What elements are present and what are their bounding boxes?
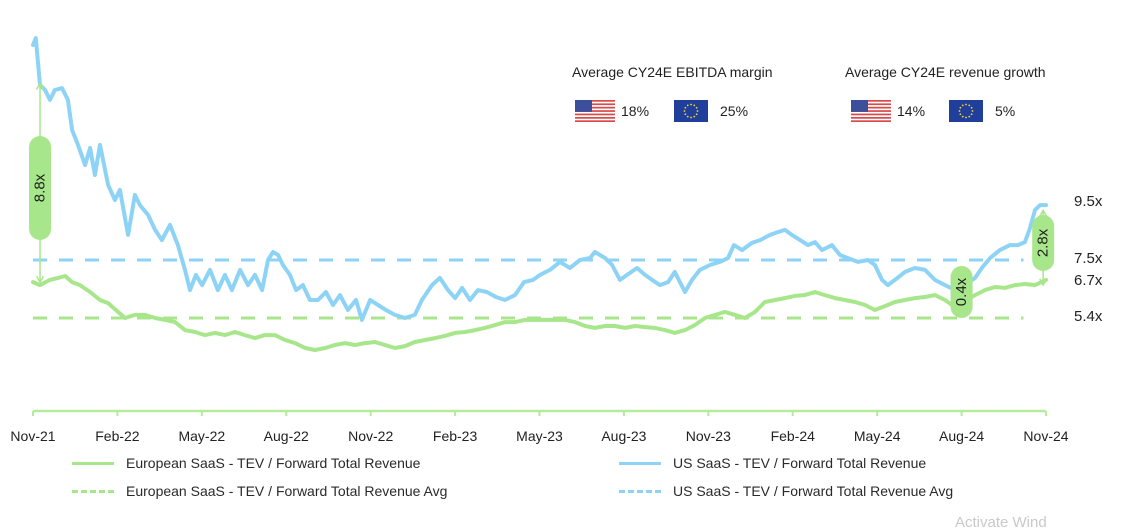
eu-star: [959, 106, 962, 109]
eu-star: [686, 115, 689, 118]
eu-star: [684, 113, 687, 116]
eu-star: [965, 116, 967, 119]
spread-pill: [29, 136, 52, 240]
x-tick-label: Aug-22: [264, 428, 309, 444]
arrow-down-icon: [1039, 278, 1048, 287]
spread-pill: [950, 266, 973, 318]
legend-label: US SaaS - TEV / Forward Total Revenue: [673, 455, 927, 471]
x-tick-label: Feb-22: [95, 428, 140, 444]
spread-annotation: 2.8x: [1032, 208, 1055, 287]
arrow-down-icon: [35, 275, 45, 284]
eu-star: [690, 103, 692, 106]
legend-swatch-solid: [72, 461, 114, 465]
eu-star: [959, 113, 962, 116]
eu-star: [968, 115, 971, 118]
eu-star: [693, 115, 696, 118]
kpi-value: 5%: [995, 103, 1016, 119]
eu-star: [696, 110, 699, 112]
right-value-label: 9.5x: [1074, 193, 1103, 210]
eu-star: [683, 110, 686, 112]
eu-star: [970, 106, 973, 109]
x-tick-label: Nov-24: [1023, 428, 1068, 444]
us-flag-icon: [851, 100, 891, 122]
eu-star: [971, 110, 974, 112]
legend-label: US SaaS - TEV / Forward Total Revenue Av…: [673, 483, 954, 499]
legend-label: European SaaS - TEV / Forward Total Reve…: [126, 483, 448, 499]
eu-star: [686, 104, 689, 107]
x-tick-label: Feb-23: [433, 428, 478, 444]
eu-star: [695, 113, 698, 116]
kpi-item-eu-growth: 5%: [949, 100, 1015, 122]
spread-label: 2.8x: [1035, 228, 1052, 257]
spread-label: 0.4x: [953, 277, 970, 306]
eu-star: [970, 113, 973, 116]
kpi-title-revenue-growth: Average CY24E revenue growth: [845, 64, 1046, 80]
kpi-value: 14%: [897, 103, 926, 119]
eu-star: [693, 104, 696, 107]
x-tick-label: Nov-22: [348, 428, 393, 444]
kpi-value: 25%: [720, 103, 749, 119]
right-value-label: 7.5x: [1074, 250, 1103, 267]
annotations-layer: 8.8x 0.4x 2.8x: [29, 81, 1055, 318]
right-value-label: 5.4x: [1074, 308, 1103, 325]
x-tick-label: May-23: [516, 428, 563, 444]
spread-pill: [1032, 215, 1055, 271]
x-tick-label: Aug-23: [601, 428, 646, 444]
x-tick-label: Nov-23: [686, 428, 731, 444]
legend-label: European SaaS - TEV / Forward Total Reve…: [126, 455, 421, 471]
eu-star: [684, 106, 687, 109]
right-value-label: 6.7x: [1074, 272, 1103, 289]
arrow-up-icon: [1039, 208, 1048, 217]
eu-star: [958, 110, 961, 112]
x-tick-label: May-24: [854, 428, 901, 444]
legend-item-us-solid: US SaaS - TEV / Forward Total Revenue: [619, 455, 926, 471]
legend-swatch-dashed: [619, 489, 661, 493]
eu-flag-icon: [674, 100, 708, 122]
x-axis: Nov-21 Feb-22 May-22 Aug-22 Nov-22 Feb-23 May-…: [10, 409, 1069, 444]
eu-star: [695, 106, 698, 109]
eu-star: [965, 103, 967, 106]
eu-flag-icon: [949, 100, 983, 122]
x-tick-label: Nov-21: [10, 428, 55, 444]
series-line-europe: [31, 274, 1048, 352]
eu-star: [961, 115, 964, 118]
legend-item-us-dashed: US SaaS - TEV / Forward Total Revenue Av…: [619, 483, 953, 499]
kpi-item-eu-ebitda: 25%: [674, 100, 748, 122]
arrow-up-icon: [35, 81, 45, 90]
kpi-item-us-growth: 14%: [851, 100, 925, 122]
spread-label: 8.8x: [32, 173, 49, 202]
kpi-item-us-ebitda: 18%: [575, 100, 649, 122]
series-line-us: [31, 36, 1048, 322]
kpi-title-ebitda: Average CY24E EBITDA margin: [572, 64, 773, 80]
x-tick-label: Feb-24: [771, 428, 816, 444]
series-layer: [31, 36, 1048, 352]
legend-item-eu-solid: European SaaS - TEV / Forward Total Reve…: [72, 455, 420, 471]
us-flag-icon: [575, 100, 615, 122]
spread-annotation: 8.8x: [29, 81, 52, 284]
kpi-value: 18%: [621, 103, 650, 119]
legend-swatch-dashed: [72, 489, 114, 493]
legend-swatch-solid: [619, 461, 661, 465]
eu-star: [968, 104, 971, 107]
right-value-labels: 9.5x 7.5x 6.7x 5.4x: [1074, 193, 1103, 325]
x-tick-label: May-22: [178, 428, 225, 444]
eu-star: [690, 116, 692, 119]
spread-annotation: 0.4x: [950, 266, 973, 318]
eu-star: [961, 104, 964, 107]
legend-item-eu-dashed: European SaaS - TEV / Forward Total Reve…: [72, 483, 447, 499]
x-tick-label: Aug-24: [939, 428, 984, 444]
